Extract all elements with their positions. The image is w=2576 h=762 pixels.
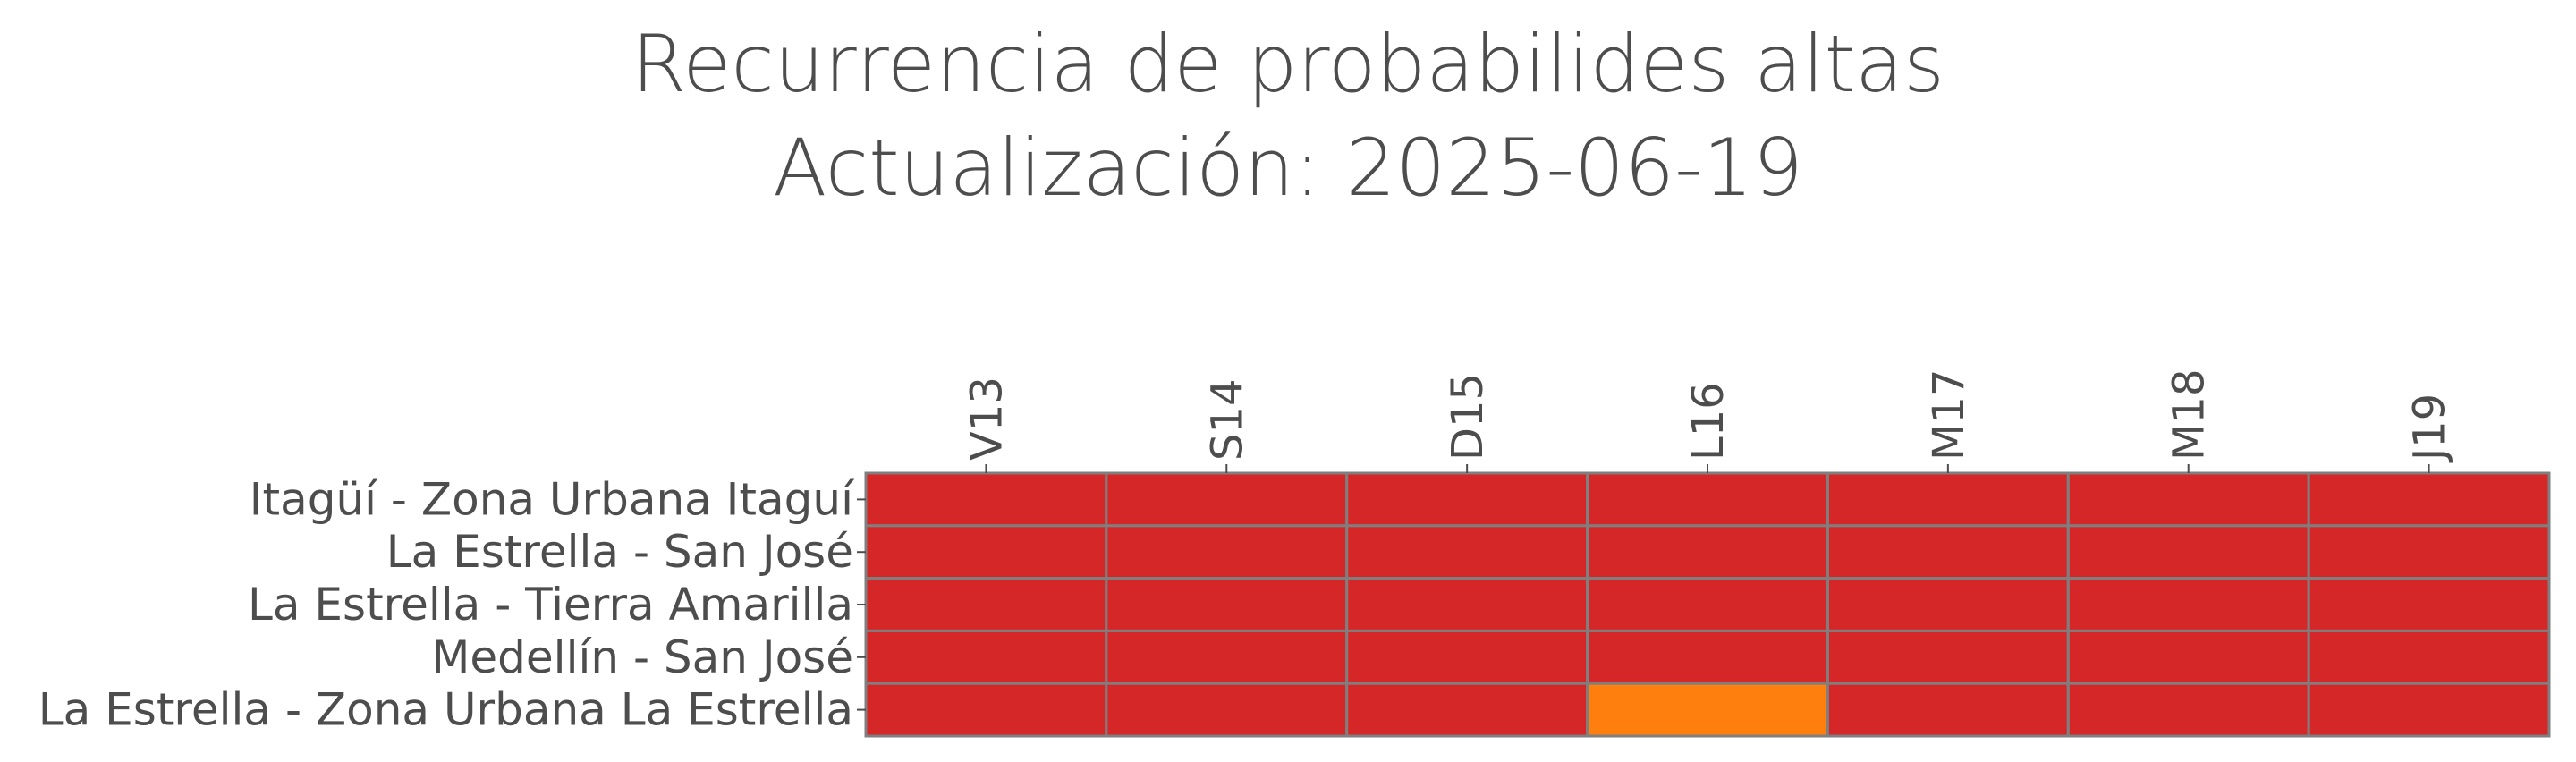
- heatmap-cell: [1105, 524, 1349, 580]
- heatmap-cell: [864, 682, 1108, 738]
- heatmap-cell: [2307, 471, 2551, 528]
- heatmap-cell: [2066, 471, 2310, 528]
- column-labels: V13 S14 D15 L16 M17 M18 J19: [962, 369, 2454, 464]
- heatmap-cell: [2307, 524, 2551, 580]
- row-label: Itagüí - Zona Urbana Itaguí: [250, 473, 855, 525]
- heatmap-cell: [864, 524, 1108, 580]
- heatmap-cell: [2307, 577, 2551, 632]
- heatmap-cell: [2307, 629, 2551, 685]
- heatmap-cell: [1105, 471, 1349, 528]
- heatmap-cell: [1105, 682, 1349, 738]
- row-label: La Estrella - Zona Urbana La Estrella: [38, 684, 853, 736]
- heatmap-cell: [2066, 682, 2310, 738]
- heatmap-cell: [1586, 524, 1829, 580]
- heatmap-cell: [1826, 524, 2070, 580]
- heatmap-cell: [1105, 577, 1349, 632]
- heatmap-cell: [864, 629, 1108, 685]
- heatmap-cell: [864, 577, 1108, 632]
- column-label: V13: [962, 377, 1012, 461]
- heatmap-cell: [1826, 629, 2070, 685]
- heatmap-cell: [1345, 471, 1589, 528]
- column-label: M18: [2165, 369, 2215, 461]
- chart-subtitle: Actualización: 2025-06-19: [773, 122, 1803, 214]
- heatmap-cells: [864, 471, 2551, 738]
- row-label: La Estrella - Tierra Amarilla: [248, 579, 853, 631]
- heatmap-cell: [2066, 524, 2310, 580]
- row-label: La Estrella - San José: [386, 526, 853, 578]
- heatmap-cell: [1586, 629, 1829, 685]
- heatmap-cell: [1345, 524, 1589, 580]
- heatmap-cell: [1345, 682, 1589, 738]
- heatmap-cell: [2066, 629, 2310, 685]
- heatmap-cell: [1345, 629, 1589, 685]
- heatmap-cell: [1826, 577, 2070, 632]
- chart-title: Recurrencia de probabilides altas: [631, 18, 1945, 110]
- heatmap-cell: [1586, 682, 1829, 738]
- heatmap-cell: [1826, 682, 2070, 738]
- column-label: L16: [1683, 382, 1733, 461]
- heatmap-cell: [2066, 577, 2310, 632]
- row-label: Medellín - San José: [431, 631, 853, 683]
- column-label: M17: [1924, 369, 1974, 461]
- heatmap-cell: [1826, 471, 2070, 528]
- heatmap-cell: [1586, 577, 1829, 632]
- column-label: S14: [1202, 378, 1252, 461]
- column-label: J19: [2405, 394, 2455, 463]
- column-label: D15: [1443, 373, 1493, 461]
- heatmap-cell: [864, 471, 1108, 528]
- heatmap-cell: [1105, 629, 1349, 685]
- axis-ticks: [857, 464, 2430, 711]
- heatmap-cell: [2307, 682, 2551, 738]
- heatmap-cell: [1586, 471, 1829, 528]
- heatmap-cell: [1345, 577, 1589, 632]
